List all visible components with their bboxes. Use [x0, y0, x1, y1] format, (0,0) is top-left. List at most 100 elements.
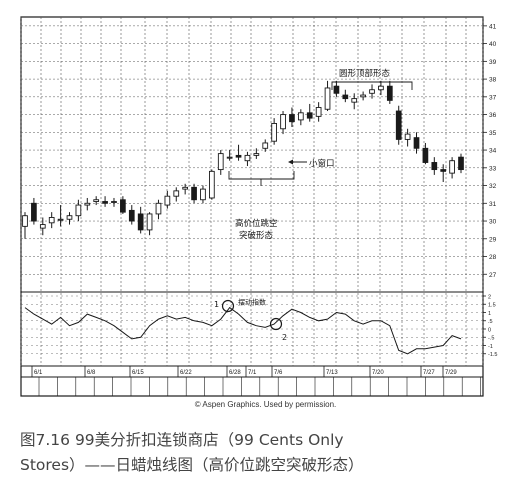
small-window-arrowhead [288, 159, 293, 165]
osc-tick-label: 0 [488, 327, 491, 333]
osc-tick-label: 2 [488, 294, 491, 300]
date-label: 6/22 [180, 370, 192, 376]
candle-body-down [137, 213, 144, 231]
candle-body-up [449, 160, 455, 174]
chart-frame [20, 16, 484, 397]
candle-body-up [271, 123, 277, 142]
candle-body-up [200, 188, 206, 201]
date-label: 7/20 [372, 370, 384, 376]
gap-label-line1: 高价位跳空 [235, 218, 278, 229]
candle-body-up [217, 153, 224, 171]
gap-bracket [228, 171, 295, 180]
candle-body-down [413, 137, 420, 149]
date-label: 6/1 [34, 370, 43, 376]
date-label: 6/15 [132, 370, 144, 376]
top-pattern-label: 圆形顶部形态 [339, 68, 391, 79]
price-tick-label: 41 [489, 23, 497, 30]
candle-body-up [39, 224, 46, 229]
candle-body-up [84, 202, 91, 206]
top-pattern-bracket [331, 81, 413, 90]
price-tick-label: 39 [489, 59, 497, 66]
oscillator-line [24, 306, 462, 355]
date-label: 7/27 [423, 370, 435, 376]
candle-body-up [369, 89, 375, 94]
candle-body-up [404, 133, 411, 140]
candle-body-down [235, 154, 242, 158]
price-tick-label: 37 [489, 94, 497, 101]
candle-body-down [102, 201, 108, 204]
caption-line-1: 图7.16 99美分折扣连锁商店（99 Cents Only [20, 431, 344, 449]
osc-tick-label: 1.5 [488, 303, 496, 309]
candle-body-up [324, 87, 331, 110]
osc-tick-label: 1 [488, 311, 491, 317]
candle-body-up [244, 154, 251, 162]
candle-body-up [57, 218, 64, 221]
candle-body-down [333, 85, 340, 94]
date-label: 6/28 [229, 370, 241, 376]
candle-body-down [386, 85, 393, 101]
candle-body-up [182, 186, 189, 190]
candle-body-down [422, 147, 429, 163]
candle-body-up [75, 204, 82, 217]
price-tick-label: 34 [489, 148, 497, 155]
candle-body-up [173, 190, 180, 197]
price-tick-label: 28 [489, 254, 497, 261]
point-2-circle [269, 317, 283, 331]
point-1-circle [221, 299, 235, 313]
candle-body-down [342, 94, 349, 100]
figure-caption: 图7.16 99美分折扣连锁商店（99 Cents Only Stores）——… [20, 428, 520, 478]
candle-body-up [146, 213, 153, 231]
candle-body-down [458, 156, 464, 171]
date-label: 6/8 [87, 370, 96, 376]
small-window-label: 小窗口 [309, 158, 335, 169]
price-tick-label: 31 [489, 201, 497, 208]
candle-body-down [120, 199, 126, 213]
candle-body-up [280, 114, 286, 130]
price-tick-label: 36 [489, 112, 497, 119]
candle-body-down [431, 162, 438, 171]
osc-tick-label: -.5 [488, 336, 494, 342]
date-label: 7/1 [248, 370, 257, 376]
price-tick-label: 35 [489, 130, 497, 137]
candle-body-down [31, 202, 37, 222]
price-tick-label: 32 [489, 183, 497, 190]
gap-label-line2: 突破形态 [239, 230, 274, 241]
candle-body-up [315, 107, 322, 117]
price-tick-label: 38 [489, 77, 497, 84]
candle-body-up [378, 85, 384, 91]
oscillator-label: 摆动指数 [238, 298, 266, 307]
point-1-label: 1 [214, 300, 219, 309]
osc-tick-label: -1.5 [488, 352, 497, 358]
osc-tick-label: .5 [488, 319, 493, 325]
point-2-label: 2 [282, 333, 287, 342]
candle-body-down [440, 169, 447, 172]
candle-body-up [297, 112, 304, 121]
candle-body-up [93, 199, 100, 202]
candle-body-up [226, 156, 233, 159]
candle-body-up [351, 98, 358, 103]
candle-body-up [164, 195, 171, 206]
candle-body-down [191, 186, 197, 201]
date-label: 7/13 [326, 370, 338, 376]
candle-body-up [262, 142, 269, 149]
image-credit: © Aspen Graphics. Used by permission. [194, 400, 337, 409]
candle-body-up [253, 153, 260, 156]
candle-body-down [128, 209, 135, 222]
price-tick-label: 40 [489, 41, 497, 48]
price-tick-label: 30 [489, 219, 497, 226]
candle-body-down [289, 114, 295, 123]
date-label: 7/6 [274, 370, 283, 376]
candle-body-up [209, 170, 215, 199]
price-tick-label: 27 [489, 272, 497, 279]
candle-body-up [48, 217, 55, 224]
price-tick-label: 29 [489, 236, 497, 243]
price-tick-label: 33 [489, 165, 497, 172]
candle-body-up [360, 94, 366, 98]
caption-line-2: Stores）——日蜡烛线图（高价位跳空突破形态） [20, 456, 364, 474]
candle-body-up [22, 215, 28, 227]
date-label: 7/29 [445, 370, 457, 376]
candle-body-down [306, 112, 313, 119]
candle-body-down [395, 110, 402, 140]
candlestick-chart: 27282930313233343536373839404121.51.50-.… [20, 16, 497, 397]
candle-body-up [155, 202, 162, 215]
